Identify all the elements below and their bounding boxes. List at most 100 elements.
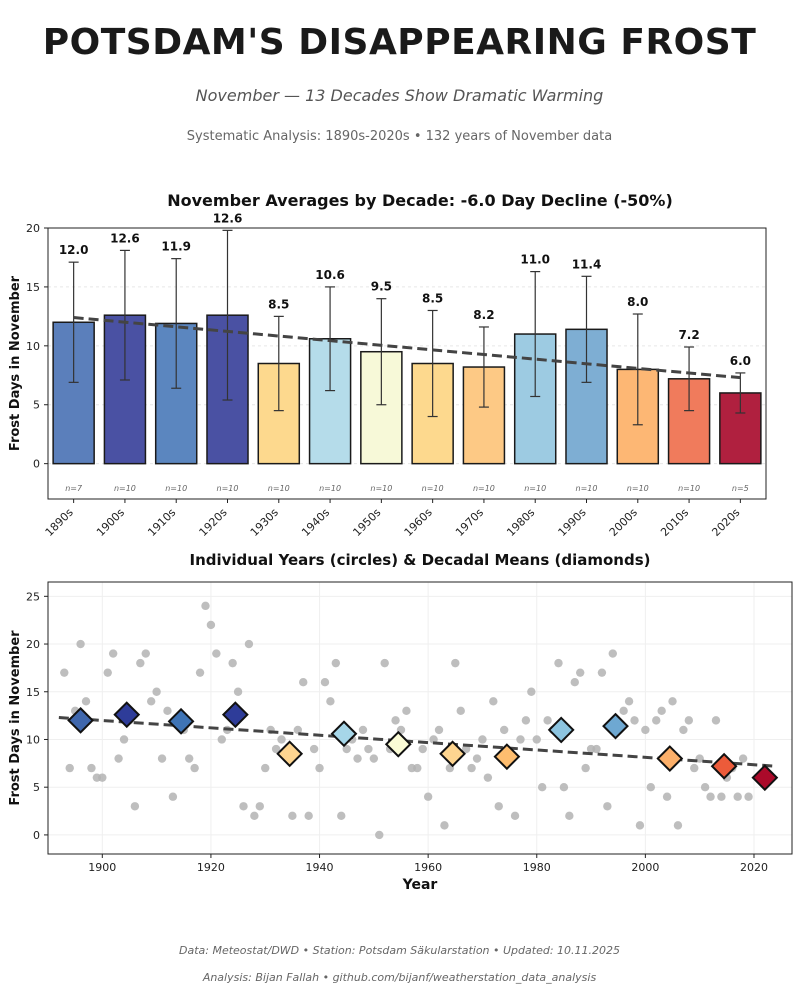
year-point [619,706,628,716]
scatter-y-axis-label: Frost Days in November [8,630,23,806]
decade-bar [462,366,506,465]
year-point [461,744,471,754]
scatter-x-tick-label: 1920 [197,861,225,874]
year-point [358,725,368,735]
decade-mean-diamond [167,707,195,735]
year-point [206,620,216,630]
year-point [130,802,140,811]
year-point [451,658,460,668]
year-point [738,754,748,763]
bar-value-label: 11.4 [572,257,602,271]
year-point [304,811,313,821]
year-point [261,763,270,773]
bar-count-label: n=10 [576,484,598,493]
bar-x-tick-label: 2020s [709,506,742,539]
year-point [559,782,569,792]
year-point [434,725,444,735]
year-point [299,678,308,687]
year-point [668,697,677,706]
scatter-y-tick-label: 10 [26,733,40,746]
year-point [510,811,520,821]
year-point [146,697,156,706]
bar-x-tick-label: 1920s [197,506,230,539]
year-point [239,802,248,811]
year-point [537,782,547,792]
bar-count-label: n=10 [524,484,546,493]
bar-x-tick-label: 1910s [145,506,178,539]
bar-chart-title: November Averages by Decade: -6.0 Day De… [167,191,673,210]
bar-count-label: n=10 [627,484,649,493]
year-point [369,754,379,763]
year-point [581,763,590,773]
year-point [467,763,476,773]
year-point [472,754,482,763]
year-point [499,725,509,735]
year-point [402,706,411,716]
year-point [478,735,487,744]
year-point [364,744,373,754]
year-point [98,773,107,782]
year-point [375,830,384,840]
bar-y-tick-label: 10 [26,340,40,353]
bar-count-label: n=10 [268,484,290,493]
bar-value-label: 8.0 [627,295,648,309]
decade-mean-diamond [221,701,249,729]
bar-value-label: 12.0 [59,243,89,257]
year-point [565,811,574,821]
year-point [641,725,650,735]
year-point [233,687,243,696]
year-point [440,821,449,830]
bar-x-tick-label: 1960s [402,506,435,539]
year-point [320,678,330,687]
year-point [624,697,634,706]
scatter-x-tick-label: 1980 [523,861,551,874]
scatter-y-tick-label: 20 [26,638,40,651]
year-point [635,821,645,830]
bar-y-tick-label: 5 [33,399,40,412]
bar-value-label: 12.6 [213,211,243,225]
bar-x-tick-label: 1900s [94,506,127,539]
year-point [119,735,129,744]
year-point [103,668,112,677]
scatter-x-axis-label: Year [402,877,438,893]
year-point [168,792,178,801]
year-point [521,716,531,725]
bar-value-label: 8.5 [422,291,443,305]
scatter-plot-frame [47,581,793,855]
year-point [662,792,672,801]
year-point [108,649,118,658]
year-point [570,678,579,687]
bar-value-label: 6.0 [730,354,751,368]
bar-x-tick-label: 1990s [556,506,589,539]
decade-mean-diamond [439,740,466,768]
year-point [288,811,297,821]
year-point [543,716,552,725]
bar-trend-line [73,316,741,380]
year-point [733,792,742,801]
year-point [429,735,438,744]
bar-count-label: n=10 [114,484,136,493]
decadal-bar-chart: November Averages by Decade: -6.0 Day De… [8,191,767,539]
bar-value-label: 8.5 [268,297,289,311]
bar-count-label: n=10 [319,484,341,493]
bar-x-tick-label: 1940s [299,506,332,539]
year-point [554,658,563,668]
year-point [217,735,226,744]
decade-mean-diamond [751,764,779,792]
year-point [315,763,324,773]
year-point [494,802,503,811]
bar-y-tick-label: 20 [26,222,40,235]
bar-count-label: n=7 [65,484,83,493]
year-point [652,716,661,725]
year-point [342,744,351,754]
year-point [423,792,433,801]
year-point [277,735,286,744]
bar-x-tick-label: 2010s [658,506,691,539]
bar-y-axis-label: Frost Days in November [8,275,23,451]
bar-x-tick-label: 1930s [248,506,281,539]
scatter-x-tick-label: 2000 [631,861,659,874]
bar-y-tick-label: 0 [33,458,40,471]
decade-mean-diamond [493,743,521,771]
year-point [690,763,699,773]
decade-mean-diamond [710,752,738,780]
